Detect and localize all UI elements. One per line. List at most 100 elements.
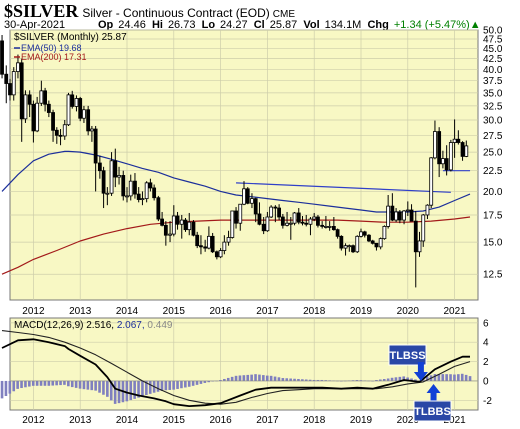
price-x-tick-label: 2020 — [397, 306, 420, 317]
candle-body — [460, 142, 465, 157]
chart-title-row: $SILVER Silver - Continuous Contract (EOD… — [4, 1, 295, 22]
price-candle — [402, 210, 406, 225]
price-candle — [405, 201, 410, 216]
candle-body — [175, 215, 180, 225]
candle-body — [320, 224, 325, 227]
candle-body — [323, 226, 328, 228]
candle-body — [19, 62, 24, 120]
candle-body — [136, 193, 141, 200]
price-tick-label: 40.0 — [483, 65, 503, 76]
price-candle — [238, 203, 243, 231]
price-candle — [179, 214, 184, 239]
price-tick-label: 27.5 — [483, 131, 503, 142]
price-x-tick-label: 2021 — [443, 306, 466, 317]
price-candle — [210, 232, 215, 254]
tlbss-label: TLBSS — [389, 350, 425, 362]
macd-histogram-bar — [180, 380, 183, 389]
macd-x-tick-label: 2013 — [69, 415, 92, 426]
macd-x-tick-label: 2015 — [163, 415, 186, 426]
macd-histogram-bar — [117, 380, 121, 404]
macd-tick-label: 0 — [483, 376, 489, 387]
macd-histogram-bar — [184, 380, 187, 388]
candle-body — [257, 213, 262, 225]
candle-body — [421, 214, 426, 242]
candle-body — [171, 215, 176, 235]
candle-body — [397, 211, 402, 221]
price-candle — [203, 239, 208, 252]
price-candle — [226, 230, 231, 246]
price-candle — [195, 231, 200, 249]
price-candle — [23, 90, 28, 123]
candle-body — [417, 240, 422, 253]
candle-body — [62, 124, 67, 137]
candle-body — [347, 245, 352, 248]
candle-body — [437, 131, 442, 165]
macd-histogram-bar — [35, 380, 39, 386]
macd-histogram-bar — [168, 380, 172, 390]
macd-x-tick-label: 2016 — [209, 415, 232, 426]
down-arrow-icon — [413, 362, 428, 381]
price-candle — [31, 100, 36, 143]
candle-body — [179, 219, 184, 225]
price-candle — [374, 242, 379, 251]
price-tick-label: 47.5 — [483, 35, 503, 46]
price-tick-label: 17.5 — [483, 210, 503, 221]
macd-histogram-bar — [382, 379, 386, 381]
candle-body — [0, 40, 4, 75]
price-candle — [0, 35, 4, 79]
macd-histogram-bar — [449, 374, 452, 381]
symbol-description: Silver - Continuous Contract (EOD) — [82, 6, 270, 20]
tlbss-callout — [388, 344, 427, 366]
candle-body — [43, 90, 47, 105]
macd-histogram-bar — [20, 380, 23, 389]
price-candle — [397, 210, 402, 224]
candle-body — [409, 209, 414, 222]
volume-label: Vol — [303, 19, 320, 31]
candle-body — [440, 158, 445, 165]
price-candle — [19, 58, 24, 142]
price-candle — [312, 212, 317, 222]
candle-body — [90, 128, 94, 132]
candle-body — [374, 242, 379, 248]
price-tick-label: 37.5 — [483, 76, 503, 87]
price-candle — [362, 230, 367, 238]
price-candle — [90, 125, 94, 142]
price-candle — [125, 187, 129, 203]
macd-histogram-bar — [141, 380, 144, 397]
macd-histogram-bar — [203, 380, 207, 383]
macd-line — [1, 338, 470, 408]
price-candle — [429, 157, 434, 209]
price-candle — [269, 205, 274, 219]
candle-body — [464, 145, 469, 157]
price-candle — [101, 166, 106, 209]
price-x-tick-label: 2015 — [163, 306, 186, 317]
macd-histogram-bar — [55, 380, 58, 386]
price-candle — [74, 95, 79, 112]
candle-body — [370, 240, 375, 244]
price-stats-row: 30-Apr-2021 Op 24.46 Hi 26.73 Lo 24.27 Cl 25.… — [4, 19, 481, 31]
price-candle — [320, 221, 325, 229]
price-tick-label: 42.5 — [483, 54, 503, 65]
macd-legend: MACD(12,26,9) 2.516, 2.067, 0.449 — [14, 320, 173, 331]
price-candle — [148, 178, 153, 192]
candle-body — [273, 206, 278, 209]
price-candle — [51, 109, 55, 142]
price-candle — [218, 248, 223, 259]
price-candle — [152, 184, 157, 201]
close-label: Cl — [253, 19, 265, 31]
price-tick-label: 25.0 — [483, 148, 503, 159]
macd-histogram-bar — [164, 380, 168, 391]
candle-body — [214, 251, 219, 258]
macd-histogram-bar — [43, 380, 47, 386]
candle-body — [308, 218, 313, 225]
candle-body — [163, 224, 168, 236]
price-candle — [16, 54, 20, 79]
macd-tick-label: 4 — [483, 338, 489, 349]
candle-body — [269, 206, 274, 218]
candle-body — [394, 211, 399, 221]
macd-histogram-bar — [359, 380, 363, 381]
macd-x-tick-label: 2018 — [303, 415, 326, 426]
price-candle — [413, 210, 418, 288]
candle-body — [58, 134, 63, 137]
